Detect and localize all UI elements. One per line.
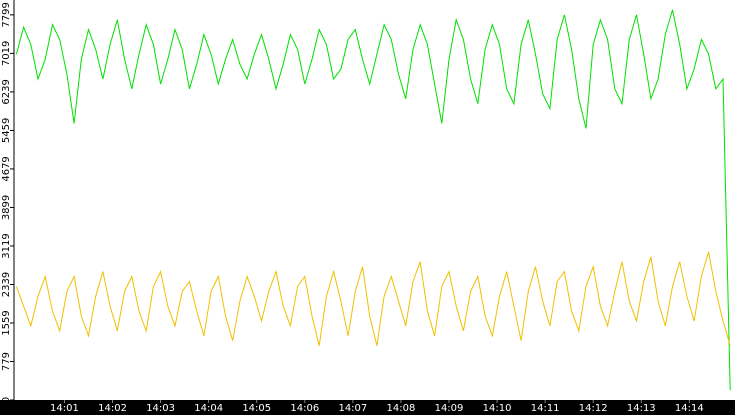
x-tick-label: 14:14 [675, 403, 704, 414]
series-line [15, 9, 731, 391]
y-tick-label: 1559 [1, 310, 12, 335]
x-tick-label: 14:13 [627, 403, 656, 414]
x-tick-label: 14:01 [50, 403, 79, 414]
x-tick-label: 14:11 [531, 403, 560, 414]
x-tick-label: 14:10 [483, 403, 512, 414]
x-tick-label: 14:12 [579, 403, 608, 414]
y-tick-label: 0 [1, 397, 12, 403]
x-tick-label: 14:05 [242, 403, 271, 414]
x-axis-bar [0, 400, 735, 415]
x-tick-label: 14:02 [98, 403, 127, 414]
y-tick-label: 4679 [1, 156, 12, 181]
y-tick-label: 5459 [1, 118, 12, 143]
y-tick-label: 7799 [1, 2, 12, 27]
y-tick-label: 3899 [1, 195, 12, 220]
x-tick-label: 14:06 [290, 403, 319, 414]
y-tick-label: 6239 [1, 79, 12, 104]
y-tick-label: 2339 [1, 272, 12, 297]
x-tick-label: 14:08 [387, 403, 416, 414]
x-tick-label: 14:09 [435, 403, 464, 414]
x-tick-label: 14:03 [146, 403, 175, 414]
x-tick-label: 14:04 [194, 403, 223, 414]
x-tick-label: 14:07 [338, 403, 367, 414]
y-tick-label: 779 [1, 352, 12, 371]
y-tick-label: 3119 [1, 233, 12, 258]
y-tick-label: 7019 [1, 41, 12, 66]
series-line [15, 251, 731, 346]
